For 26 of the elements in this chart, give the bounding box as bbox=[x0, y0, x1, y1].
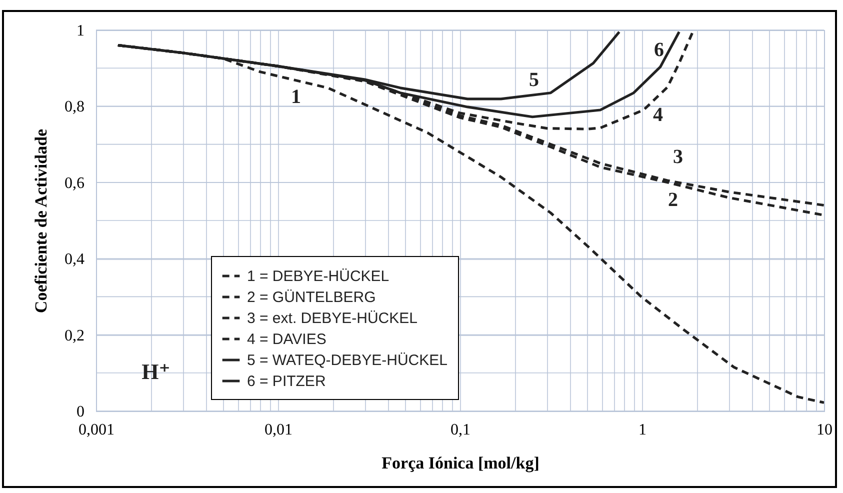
annotation: 2 bbox=[668, 189, 678, 211]
y-tick-label: 0,2 bbox=[64, 327, 84, 344]
annotation: 6 bbox=[654, 39, 664, 61]
legend-label: 4 = DAVIES bbox=[247, 331, 326, 348]
x-tick-label: 0,01 bbox=[264, 422, 292, 438]
annotation: 1 bbox=[291, 86, 301, 108]
x-tick-label: 10 bbox=[816, 422, 832, 438]
x-tick-label: 0,001 bbox=[78, 422, 114, 438]
y-axis-title: Coeficiente de Actividade bbox=[32, 128, 50, 314]
legend-label: 5 = WATEQ-DEBYE-HÜCKEL bbox=[247, 352, 448, 369]
y-tick-label: 0 bbox=[76, 404, 84, 420]
legend-label: 3 = ext. DEBYE-HÜCKEL bbox=[247, 310, 418, 327]
y-tick-label: 0,8 bbox=[64, 98, 84, 116]
y-tick-label: 0,6 bbox=[64, 174, 84, 192]
annotation: 4 bbox=[653, 104, 663, 126]
x-tick-label: 1 bbox=[638, 422, 646, 438]
annotation: H⁺ bbox=[142, 359, 170, 384]
annotation: 3 bbox=[673, 146, 683, 168]
x-tick-label: 0,1 bbox=[450, 422, 470, 438]
y-tick-label: 0,4 bbox=[64, 251, 84, 268]
x-axis-title: Força Iónica [mol/kg] bbox=[382, 454, 540, 472]
y-tick-label: 1 bbox=[76, 22, 84, 40]
legend-label: 6 = PITZER bbox=[247, 373, 326, 390]
legend-label: 2 = GÜNTELBERG bbox=[247, 289, 376, 306]
annotation: 5 bbox=[529, 69, 539, 91]
legend-label: 1 = DEBYE-HÜCKEL bbox=[247, 268, 390, 285]
